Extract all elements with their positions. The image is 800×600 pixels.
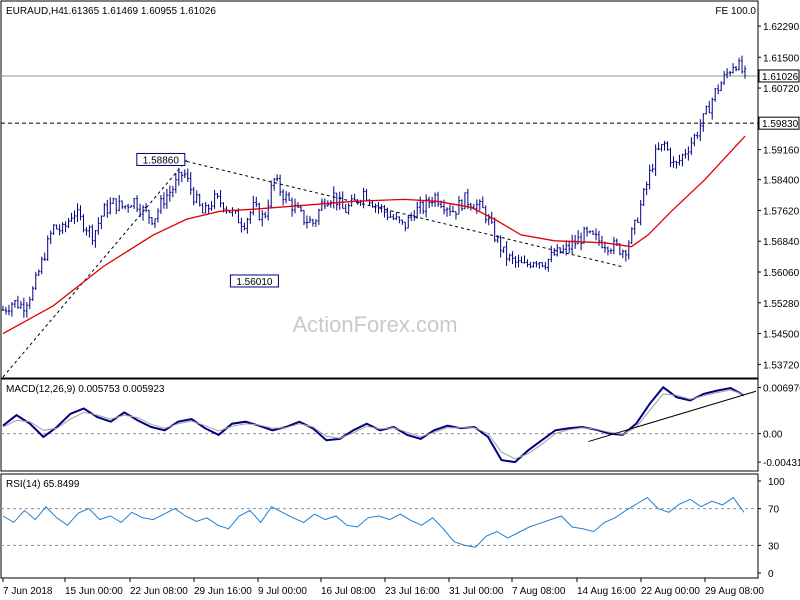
price-tick-label: 1.53720 [763,360,800,371]
price-tick-label: 1.60720 [763,84,800,95]
price-y-axis: 1.622901.615001.607201.599101.591601.584… [758,22,800,371]
macd-tick-label: 0.006976 [763,383,800,394]
price-candles [1,55,747,318]
last-price-box [758,69,800,83]
fe-label: FE 100.0 [715,6,756,17]
swing-label: 1.56010 [236,277,273,288]
price-levels [1,75,758,124]
time-tick-label: 15 Jun 00:00 [65,586,123,597]
swing-label-box [136,152,186,166]
time-tick-label: 9 Jul 00:00 [258,586,307,597]
rsi-tick-label: 70 [768,505,780,516]
time-tick-label: 7 Aug 08:00 [512,586,566,597]
swing-label: 1.58860 [143,155,180,166]
price-tick-label: 1.54500 [763,330,800,341]
time-tick-label: 29 Aug 08:00 [705,586,764,597]
macd-pane [0,378,759,472]
level-price-label: 1.59830 [762,119,799,130]
rsi-pane [0,473,759,579]
price-tick-label: 1.61500 [763,53,800,64]
rsi-tick-label: 0 [768,569,774,580]
macd-title: MACD(12,26,9) 0.005753 0.005923 [6,384,165,395]
macd-tick-label: -0.00431 [763,458,800,469]
macd-line [2,385,745,464]
time-tick-label: 23 Jul 16:00 [385,586,440,597]
watermark: ActionForex.com [292,312,457,337]
price-pane [0,0,759,379]
moving-average [2,135,746,335]
level-price-box [758,116,800,130]
time-tick-label: 14 Aug 16:00 [577,586,636,597]
rsi-title: RSI(14) 65.8499 [6,479,80,490]
macd-lines [1,385,758,464]
symbol-label: EURAUD,H4 [6,6,64,17]
time-tick-label: 31 Jul 00:00 [449,586,504,597]
dashed-trendline [186,160,622,267]
rsi-y-axis: 100 70 30 0 [758,477,785,580]
macd-trendline [588,390,757,443]
macd-signal-line [2,389,745,460]
rsi-line [2,496,745,548]
price-tick-label: 1.58400 [763,176,800,187]
price-trendlines [2,159,622,378]
dashed-trendline [2,159,188,378]
macd-tick-label: 0.00 [763,430,783,441]
price-tick-label: 1.62290 [763,22,800,33]
swing-label-box [229,274,279,288]
time-tick-label: 22 Jun 08:00 [130,586,188,597]
time-x-axis: 7 Jun 2018 15 Jun 00:00 22 Jun 08:00 29 Jun… [2,578,764,597]
last-price-label: 1.61026 [762,72,799,83]
price-tick-label: 1.59160 [763,146,800,157]
price-annotations: 1.58860 1.56010 [136,152,279,288]
moving-average-line [2,135,746,335]
time-tick-label: 16 Jul 08:00 [321,586,376,597]
macd-y-axis: 0.006976 0.00 -0.00431 [758,383,800,469]
ohlc-label: 1.61365 1.61469 1.60955 1.61026 [63,6,216,17]
time-tick-label: 29 Jun 16:00 [194,586,252,597]
price-tick-label: 1.55280 [763,299,800,310]
rsi-tick-label: 30 [768,541,780,552]
price-tick-label: 1.56840 [763,237,800,248]
price-tick-label: 1.56060 [763,268,800,279]
time-tick-label: 7 Jun 2018 [3,586,53,597]
rsi-lines [1,496,758,548]
price-tick-label: 1.57620 [763,206,800,217]
rsi-tick-label: 100 [768,477,785,488]
time-tick-label: 22 Aug 00:00 [641,586,700,597]
